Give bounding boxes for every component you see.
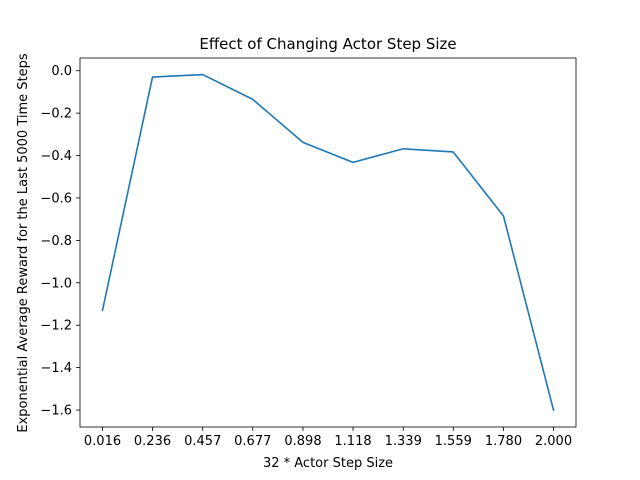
y-tick-label: −0.6: [40, 191, 72, 206]
x-tick-label: 0.457: [184, 434, 221, 449]
plot-area: 0.0 −0.2 −0.4 −0.6 −0.8 −1.0 −1.2 −1.4 −1.6 0.016…: [40, 57, 577, 449]
x-tick-label: 1.339: [385, 434, 422, 449]
y-tick-label: 0.0: [51, 64, 72, 79]
x-tick-label: 0.898: [284, 434, 321, 449]
plot-frame: [79, 57, 577, 428]
y-tick-label: −1.0: [40, 276, 72, 291]
x-tick-label: 1.559: [435, 434, 472, 449]
x-tick-label: 0.236: [134, 434, 171, 449]
x-tick-label: 1.118: [334, 434, 371, 449]
y-axis-title: Exponential Average Reward for the Last …: [16, 53, 31, 433]
y-tick-label: −0.8: [40, 234, 72, 249]
series-line: [101, 73, 555, 412]
x-tick-label: 2.000: [535, 434, 572, 449]
y-tick-label: −0.2: [40, 107, 72, 122]
chart-title: Effect of Changing Actor Step Size: [199, 35, 456, 53]
x-tick-label: 1.780: [485, 434, 522, 449]
y-tick-label: −1.2: [40, 319, 72, 334]
y-tick-label: −1.6: [40, 404, 72, 419]
x-tick-label: 0.677: [234, 434, 271, 449]
x-axis-title: 32 * Actor Step Size: [263, 456, 393, 471]
y-tick-label: −1.4: [40, 361, 72, 376]
y-tick-label: −0.4: [40, 149, 72, 164]
x-tick-label: 0.016: [84, 434, 121, 449]
